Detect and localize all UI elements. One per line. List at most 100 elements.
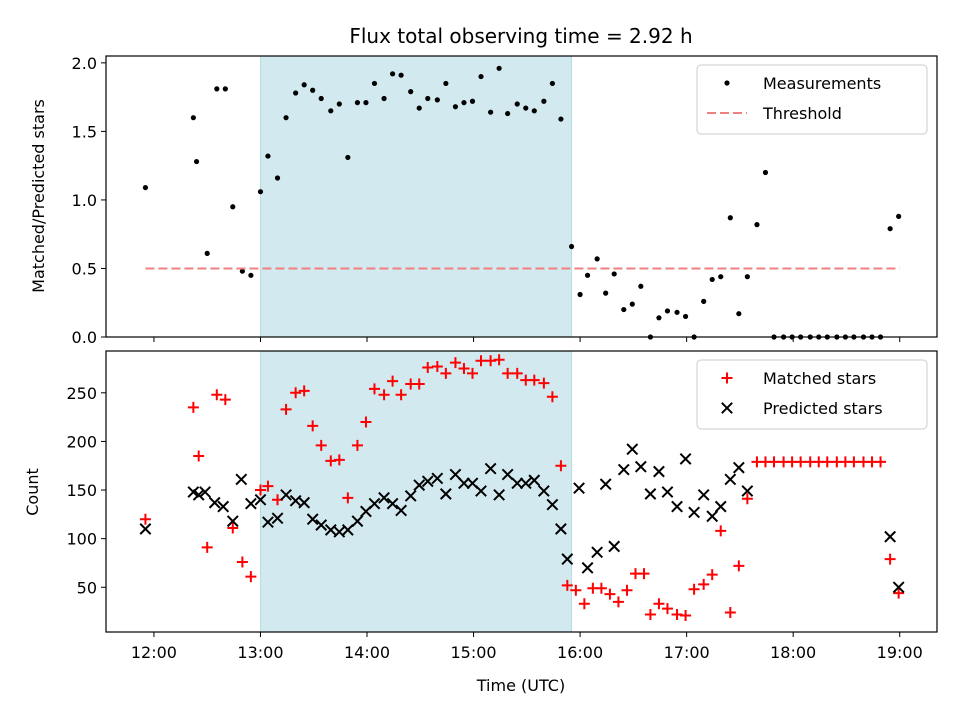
data-point — [706, 569, 718, 581]
data-point — [664, 308, 671, 314]
data-point — [718, 274, 724, 280]
data-point — [561, 553, 574, 565]
data-point — [546, 391, 558, 403]
data-point — [431, 472, 444, 485]
data-point — [262, 480, 274, 492]
data-point — [768, 456, 780, 468]
data-point — [431, 361, 443, 373]
data-point — [239, 268, 245, 274]
x-tick-label: 13:00 — [237, 643, 283, 662]
data-point — [217, 500, 230, 513]
data-point — [523, 105, 529, 111]
data-point — [190, 115, 196, 121]
data-point — [531, 108, 537, 114]
y-tick-label: 200 — [66, 432, 97, 451]
data-point — [511, 477, 524, 490]
y-tick-label: 1.0 — [72, 191, 97, 210]
data-point — [378, 389, 390, 401]
data-point — [245, 571, 257, 583]
data-point — [142, 184, 149, 191]
data-point — [541, 98, 547, 104]
data-point — [762, 169, 769, 176]
data-point — [617, 463, 630, 476]
chart-title: Flux total observing time = 2.92 h — [349, 24, 692, 48]
data-point — [283, 115, 289, 121]
x-tick-label: 14:00 — [344, 643, 390, 662]
data-point — [235, 473, 248, 486]
data-point — [893, 587, 905, 599]
data-point — [425, 95, 431, 102]
data-point — [315, 519, 328, 531]
y-tick-label: 2.0 — [72, 54, 97, 73]
data-point — [458, 363, 470, 375]
data-point — [688, 506, 700, 519]
data-point — [336, 101, 342, 107]
legend-marker-swatch — [721, 402, 733, 414]
x-tick-label: 19:00 — [877, 643, 923, 662]
top-y-axis-label: Matched/Predicted stars — [29, 99, 48, 293]
data-point — [732, 461, 745, 474]
count-panel: 50 100 150 200 250 12:00 13:00 14:00 15:00 16:00 1… — [66, 350, 938, 662]
legend-label: Predicted stars — [763, 399, 883, 418]
data-point — [199, 486, 211, 498]
legend-label: Matched stars — [763, 369, 876, 388]
data-point — [733, 560, 745, 572]
series-measurements — [142, 65, 902, 340]
data-point — [634, 460, 647, 473]
data-point — [629, 301, 635, 307]
data-point — [714, 500, 727, 513]
data-point — [416, 105, 422, 111]
data-point — [395, 389, 407, 401]
y-tick-label: 150 — [66, 481, 97, 500]
data-point — [280, 403, 292, 415]
data-point — [573, 482, 585, 495]
data-point — [381, 95, 387, 102]
data-point — [280, 488, 292, 501]
data-point — [514, 101, 520, 107]
x-tick-label: 12:00 — [131, 643, 177, 662]
x-axis-label: Time (UTC) — [476, 676, 565, 695]
data-point — [204, 250, 210, 256]
plot-frame — [105, 350, 938, 633]
data-point — [604, 588, 616, 600]
data-point — [341, 523, 354, 536]
data-point — [333, 454, 345, 466]
data-point — [584, 272, 591, 278]
data-point — [538, 377, 550, 389]
data-point — [653, 598, 665, 610]
data-point — [644, 488, 657, 500]
legend-label: Threshold — [762, 104, 842, 123]
data-point — [528, 474, 541, 487]
data-point — [549, 80, 555, 87]
data-point — [244, 497, 257, 510]
data-point — [413, 479, 426, 492]
data-point — [389, 71, 396, 77]
data-point — [674, 309, 680, 315]
data-point — [621, 584, 633, 596]
data-point — [594, 256, 600, 262]
data-point — [363, 100, 369, 106]
data-point — [422, 362, 434, 374]
data-point — [528, 374, 540, 386]
data-point — [139, 513, 151, 525]
data-point — [875, 456, 887, 468]
legend-label: Measurements — [763, 74, 881, 93]
data-point — [555, 460, 567, 472]
data-point — [591, 546, 604, 559]
data-point — [496, 65, 502, 71]
data-point — [293, 90, 299, 96]
bottom-y-axis-label: Count — [23, 468, 42, 516]
data-point — [306, 513, 319, 526]
data-point — [248, 272, 254, 278]
data-point — [469, 98, 476, 104]
data-point — [271, 512, 284, 525]
data-point — [333, 525, 346, 538]
data-point — [581, 561, 594, 574]
data-point — [434, 97, 440, 103]
data-point — [298, 496, 311, 509]
data-point — [709, 276, 715, 283]
y-tick-label: 50 — [77, 578, 97, 597]
data-point — [193, 158, 200, 165]
data-point — [555, 523, 567, 535]
data-point — [227, 522, 239, 534]
